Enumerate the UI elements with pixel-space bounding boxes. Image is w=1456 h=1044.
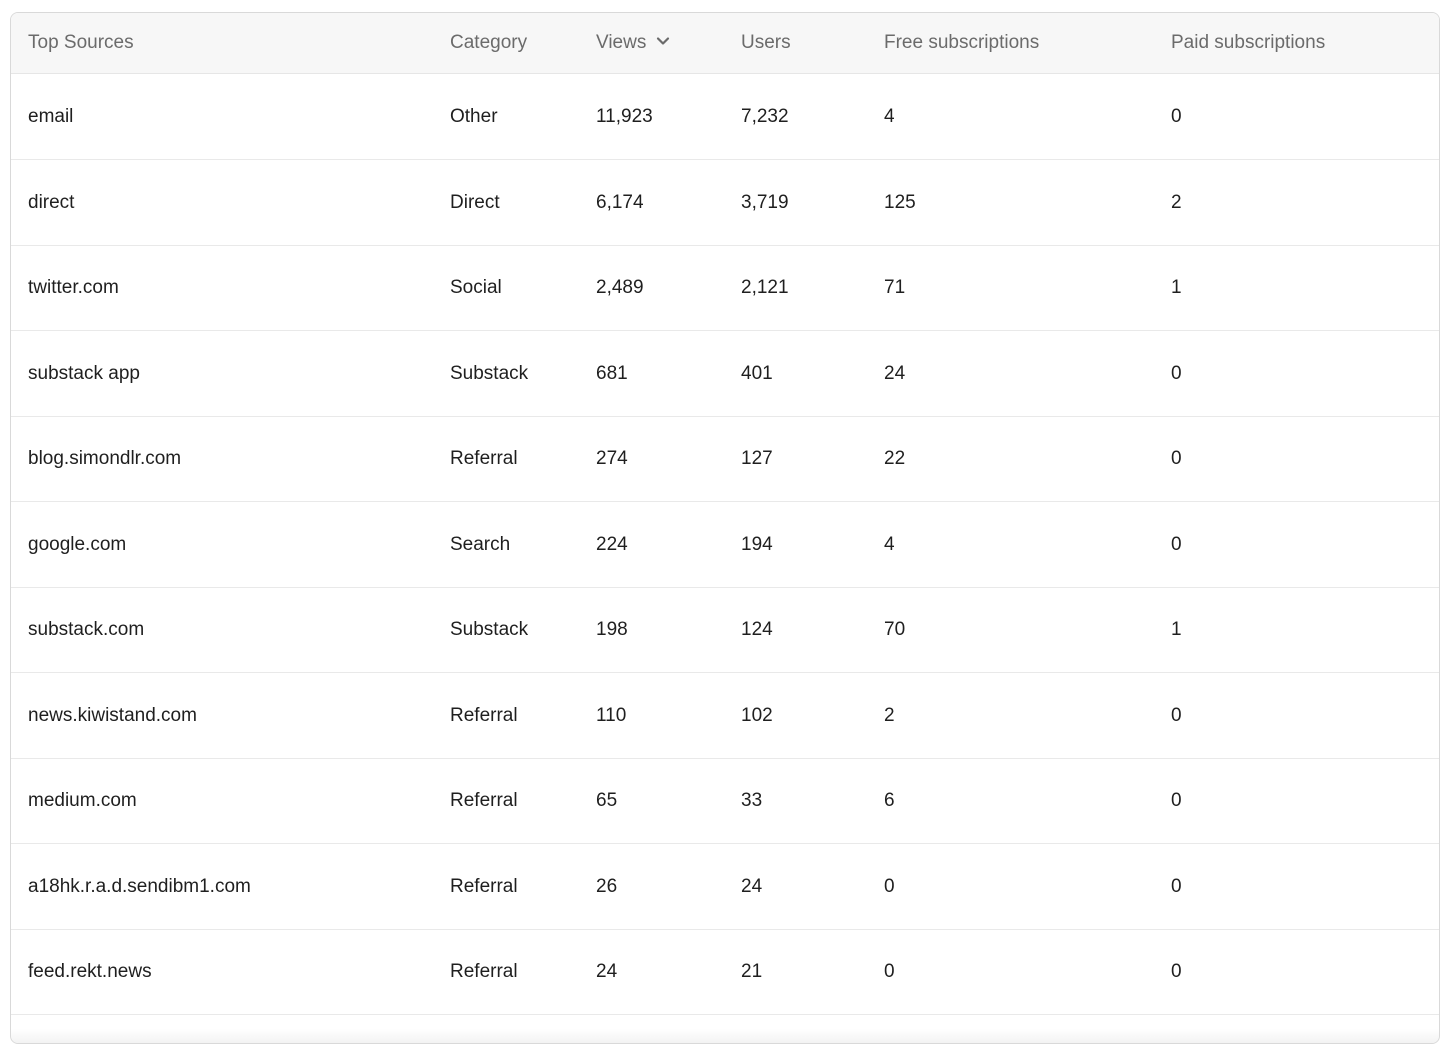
row-source: a18hk.r.a.d.sendibm1.com — [28, 875, 251, 897]
row-views: 65 — [596, 790, 618, 811]
row-views: 11,923 — [596, 106, 653, 127]
row-source: direct — [28, 191, 75, 213]
row-paid-subscriptions: 0 — [1171, 704, 1182, 726]
row-views: 24 — [596, 961, 618, 982]
row-users: 127 — [741, 448, 773, 469]
row-paid-subscriptions: 0 — [1171, 448, 1182, 469]
row-views: 224 — [596, 533, 628, 555]
column-header-free-subscriptions[interactable]: Free subscriptions — [884, 32, 1040, 53]
column-header-paid-subscriptions[interactable]: Paid subscriptions — [1171, 32, 1326, 53]
row-category: Substack — [450, 619, 529, 640]
row-free-subscriptions: 6 — [884, 790, 895, 811]
table-row[interactable]: twitter.com Social 2,489 2,121 71 1 — [11, 245, 1439, 331]
row-category: Social — [450, 277, 502, 298]
row-paid-subscriptions: 2 — [1171, 191, 1182, 213]
table-row[interactable]: google.com Search 224 194 4 0 — [11, 502, 1439, 588]
row-paid-subscriptions: 0 — [1171, 106, 1182, 127]
row-paid-subscriptions: 0 — [1171, 533, 1182, 555]
row-free-subscriptions: 22 — [884, 448, 906, 469]
row-free-subscriptions: 2 — [884, 704, 895, 726]
row-source: substack.com — [28, 619, 145, 640]
table-row[interactable]: email Other 11,923 7,232 4 0 — [11, 74, 1439, 160]
row-users: 21 — [741, 961, 763, 982]
row-users: 33 — [741, 790, 763, 811]
row-free-subscriptions: 0 — [884, 875, 895, 897]
column-header-views-label: Views — [596, 32, 647, 53]
row-free-subscriptions: 0 — [884, 961, 895, 982]
row-free-subscriptions: 24 — [884, 362, 906, 384]
row-views: 2,489 — [596, 277, 644, 298]
row-free-subscriptions: 4 — [884, 106, 895, 127]
chevron-down-icon[interactable] — [656, 13, 670, 71]
row-category: Referral — [450, 790, 518, 811]
table-row[interactable]: feed.rekt.news Referral 24 21 0 0 — [11, 929, 1439, 1015]
row-users: 3,719 — [741, 191, 789, 213]
row-users: 102 — [741, 704, 773, 726]
row-category: Substack — [450, 362, 529, 384]
table-row[interactable]: medium.com Referral 65 33 6 0 — [11, 758, 1439, 844]
table-row[interactable]: direct Direct 6,174 3,719 125 2 — [11, 160, 1439, 246]
row-users: 24 — [741, 875, 763, 897]
row-users: 7,232 — [741, 106, 789, 127]
row-views: 6,174 — [596, 191, 644, 213]
row-source: email — [28, 106, 74, 127]
table-row[interactable]: substack app Substack 681 401 24 0 — [11, 331, 1439, 417]
row-paid-subscriptions: 0 — [1171, 790, 1182, 811]
column-header-users[interactable]: Users — [741, 32, 791, 53]
table-header: Top Sources Category Views Users Free su… — [11, 13, 1439, 74]
row-category: Referral — [450, 961, 518, 982]
table-row[interactable]: news.kiwistand.com Referral 110 102 2 0 — [11, 673, 1439, 759]
row-category: Other — [450, 106, 498, 127]
row-source: feed.rekt.news — [28, 961, 152, 982]
row-source: substack app — [28, 362, 140, 384]
column-header-category[interactable]: Category — [450, 32, 528, 53]
scroll-fade — [11, 1029, 1439, 1043]
row-source: blog.simondlr.com — [28, 448, 182, 469]
row-paid-subscriptions: 1 — [1171, 619, 1182, 640]
row-views: 681 — [596, 362, 628, 384]
row-users: 124 — [741, 619, 773, 640]
row-category: Search — [450, 533, 511, 555]
row-users: 194 — [741, 533, 773, 555]
row-free-subscriptions: 4 — [884, 533, 895, 555]
row-users: 401 — [741, 362, 773, 384]
row-views: 198 — [596, 619, 628, 640]
row-users: 2,121 — [741, 277, 789, 298]
column-header-top-sources[interactable]: Top Sources — [28, 32, 134, 53]
row-category: Direct — [450, 191, 500, 213]
row-source: twitter.com — [28, 277, 119, 298]
column-header-views[interactable]: Views — [596, 13, 670, 73]
sources-table: Top Sources Category Views Users Free su… — [10, 12, 1440, 1044]
row-paid-subscriptions: 1 — [1171, 277, 1182, 298]
row-views: 274 — [596, 448, 628, 469]
row-paid-subscriptions: 0 — [1171, 961, 1182, 982]
table-row[interactable]: substack.com Substack 198 124 70 1 — [11, 587, 1439, 673]
row-source: medium.com — [28, 790, 137, 811]
row-paid-subscriptions: 0 — [1171, 362, 1182, 384]
table-row[interactable]: a18hk.r.a.d.sendibm1.com Referral 26 24 0 0 — [11, 844, 1439, 930]
row-free-subscriptions: 70 — [884, 619, 906, 640]
row-category: Referral — [450, 704, 518, 726]
row-category: Referral — [450, 448, 518, 469]
row-source: google.com — [28, 533, 127, 555]
row-source: news.kiwistand.com — [28, 704, 197, 726]
row-category: Referral — [450, 875, 518, 897]
row-paid-subscriptions: 0 — [1171, 875, 1182, 897]
row-free-subscriptions: 125 — [884, 191, 916, 213]
row-free-subscriptions: 71 — [884, 277, 906, 298]
row-views: 26 — [596, 875, 618, 897]
row-views: 110 — [596, 704, 627, 726]
table-row[interactable]: blog.simondlr.com Referral 274 127 22 0 — [11, 416, 1439, 502]
